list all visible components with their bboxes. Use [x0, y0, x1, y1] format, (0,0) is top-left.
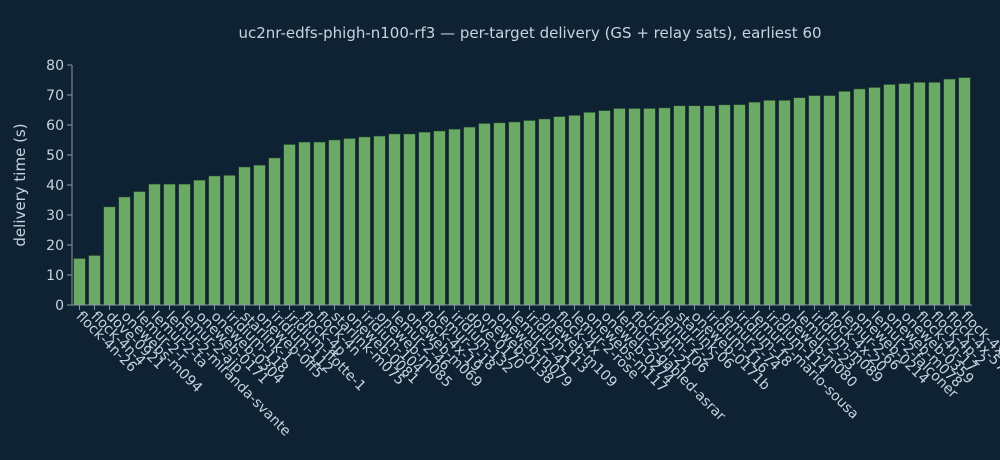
bar — [718, 104, 731, 306]
bar — [823, 95, 836, 306]
bars — [73, 77, 971, 306]
bar — [283, 144, 296, 306]
y-tick-label: 50 — [46, 148, 64, 164]
chart-title: uc2nr-edfs-phigh-n100-rf3 — per-target d… — [238, 24, 821, 42]
bar — [898, 83, 911, 306]
y-axis-label: delivery time (s) — [11, 123, 29, 246]
bar — [463, 126, 476, 306]
bar — [613, 108, 626, 306]
bar — [478, 123, 491, 306]
bar — [748, 101, 761, 306]
y-tick-label: 10 — [46, 268, 64, 284]
bar — [538, 118, 551, 306]
bar — [523, 120, 536, 306]
bar — [583, 112, 596, 306]
bar — [358, 136, 371, 306]
y-tick-label: 40 — [46, 178, 64, 194]
bar — [193, 179, 206, 306]
bar — [118, 196, 131, 306]
bar — [673, 105, 686, 306]
bar — [238, 166, 251, 306]
bar — [508, 121, 521, 306]
bar — [328, 139, 341, 306]
bar — [808, 95, 821, 306]
y-tick-label: 0 — [55, 298, 64, 314]
bar — [223, 175, 236, 306]
bar — [598, 110, 611, 306]
bar — [298, 141, 311, 306]
bar — [958, 77, 971, 306]
bar — [178, 183, 191, 306]
bar — [838, 91, 851, 306]
bar — [913, 82, 926, 306]
bar — [253, 164, 266, 306]
bar — [793, 97, 806, 306]
bar — [643, 108, 656, 306]
bar — [73, 258, 86, 306]
bar — [373, 135, 386, 306]
bar — [433, 130, 446, 306]
bar — [418, 131, 431, 306]
bar — [928, 82, 941, 306]
bar — [943, 78, 956, 306]
bar — [853, 88, 866, 306]
bar — [88, 255, 101, 306]
y-tick-label: 60 — [46, 118, 64, 134]
bar — [208, 175, 221, 306]
bar — [133, 191, 146, 306]
bar — [868, 87, 881, 306]
bar — [883, 84, 896, 306]
bar — [103, 206, 116, 306]
bar — [568, 115, 581, 306]
bar — [403, 133, 416, 306]
y-tick-label: 30 — [46, 208, 64, 224]
y-axis-ticks: 0 10 20 30 40 50 60 70 80 — [46, 58, 72, 314]
bar — [553, 116, 566, 306]
bar — [313, 141, 326, 306]
bar — [388, 133, 401, 306]
y-tick-label: 70 — [46, 88, 64, 104]
bar — [778, 100, 791, 306]
bar — [343, 138, 356, 306]
y-tick-label: 80 — [46, 58, 64, 74]
bar — [628, 108, 641, 306]
bar — [688, 105, 701, 306]
bar — [658, 107, 671, 306]
y-tick-label: 20 — [46, 238, 64, 254]
bar — [493, 122, 506, 306]
bar — [148, 183, 161, 306]
x-axis-ticks: flock-4n-26flock-4n-4dove-0921onewebs-m0… — [73, 305, 1000, 440]
bar — [268, 157, 281, 306]
bar — [733, 104, 746, 306]
bar — [448, 128, 461, 306]
bar — [163, 183, 176, 306]
bar — [763, 100, 776, 306]
bar — [703, 105, 716, 306]
